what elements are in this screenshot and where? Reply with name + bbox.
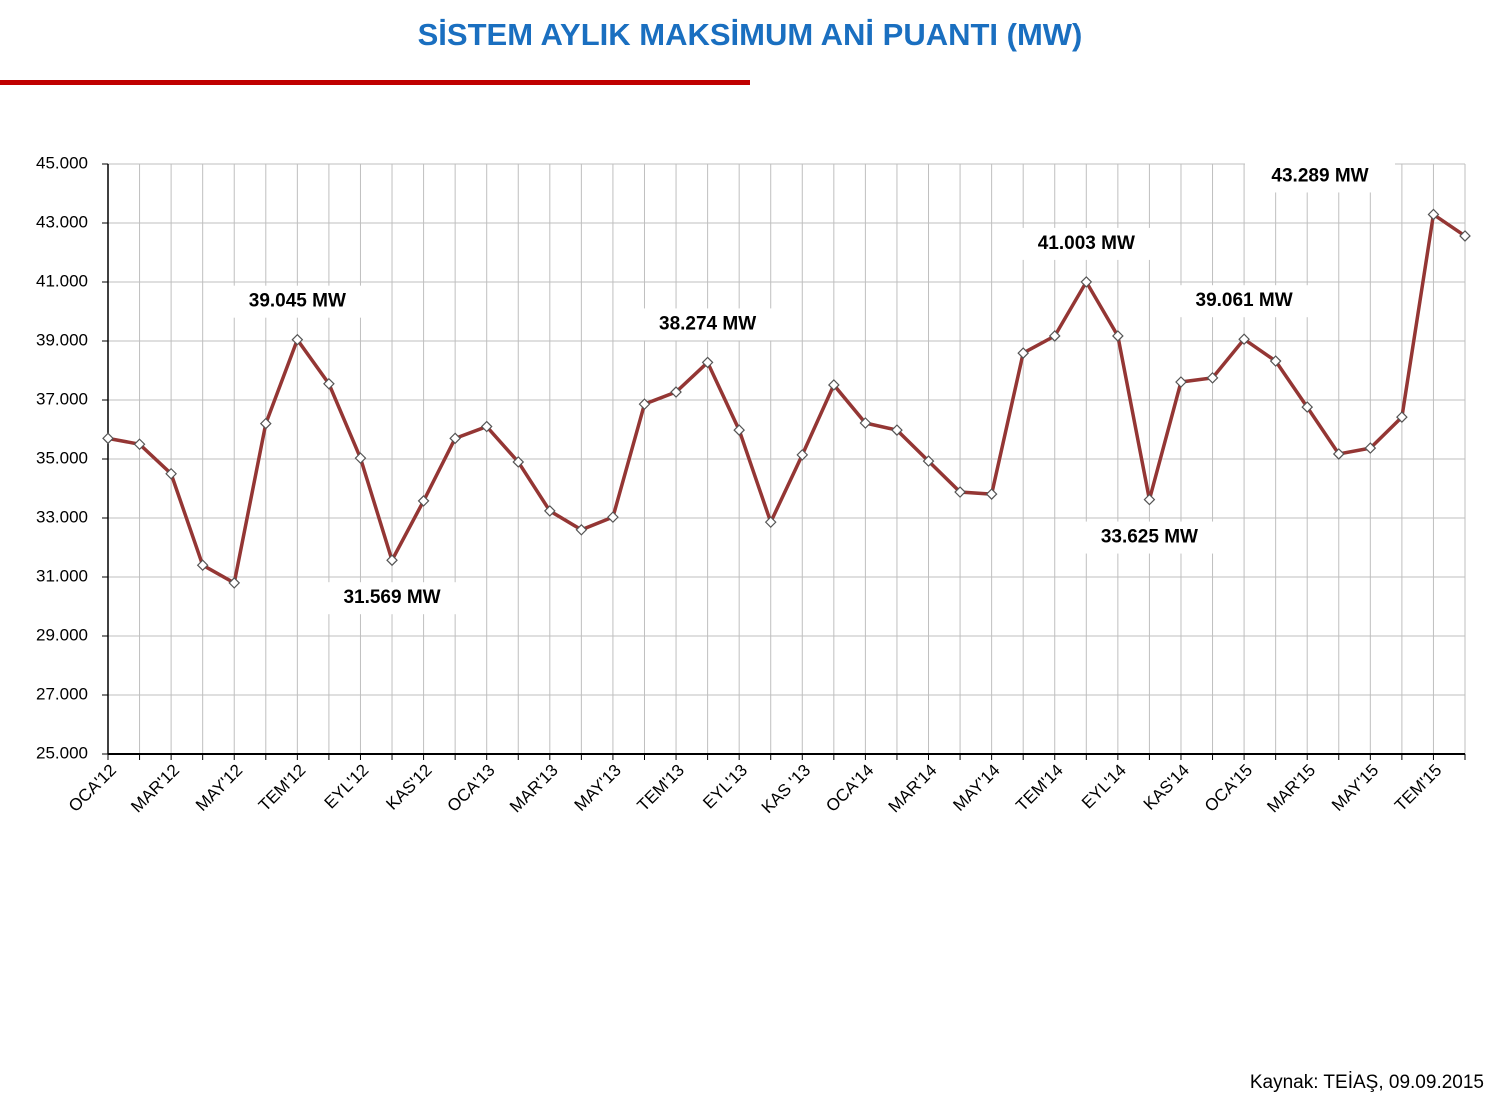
y-tick-label: 33.000 [36, 507, 88, 526]
data-point [1238, 333, 1250, 346]
x-tick-label: KAS'12 [382, 761, 435, 814]
data-point [259, 417, 272, 430]
data-point [165, 467, 177, 480]
data-point [1143, 493, 1156, 506]
data-point [1364, 442, 1377, 454]
data-point [1206, 372, 1219, 384]
chart-title: SİSTEM AYLIK MAKSİMUM ANİ PUANTI (MW) [418, 17, 1083, 52]
data-point [638, 398, 651, 410]
data-point [985, 488, 998, 500]
data-point [1269, 355, 1282, 367]
data-line [107, 211, 1466, 586]
data-point [922, 455, 935, 467]
x-tick-label: MAR'14 [885, 761, 941, 817]
y-tick-label: 45.000 [36, 153, 88, 172]
data-point [323, 377, 335, 390]
x-tick-label: EYL'14 [1078, 761, 1130, 813]
data-label: 33.625 MW [1101, 527, 1198, 548]
data-point [512, 456, 525, 468]
data-point [354, 452, 367, 464]
x-tick-label: KAS '13 [758, 761, 815, 818]
data-label: 39.045 MW [249, 291, 346, 312]
data-label-box [1074, 521, 1225, 554]
source-note: Kaynak: TEİAŞ, 09.09.2015 [1250, 1072, 1484, 1093]
x-tick-label: TEM'13 [634, 761, 688, 815]
data-point [196, 559, 209, 572]
y-tick-label: 41.000 [36, 271, 88, 290]
data-label: 43.289 MW [1271, 165, 1368, 186]
y-tick-label: 43.000 [36, 212, 88, 231]
x-tick-label: OCA'12 [65, 761, 120, 816]
data-point [1427, 208, 1440, 221]
data-label-box [1169, 285, 1320, 318]
data-label: 39.061 MW [1196, 290, 1293, 311]
data-point [1017, 347, 1030, 359]
x-tick-label: EYL'13 [699, 761, 751, 813]
x-tick-label: OCA'15 [1201, 761, 1256, 816]
y-tick-label: 35.000 [36, 448, 88, 467]
title-rule [0, 80, 750, 85]
data-point [607, 511, 619, 523]
data-point [1332, 448, 1345, 460]
data-point [859, 417, 872, 429]
x-tick-label: MAY'15 [1328, 761, 1382, 815]
data-label: 41.003 MW [1038, 233, 1135, 254]
x-tick-label: MAY'14 [949, 761, 1003, 815]
data-point [102, 432, 114, 445]
data-point [1175, 376, 1187, 388]
data-point [827, 379, 840, 391]
data-label: 31.569 MW [343, 587, 440, 608]
data-point [449, 432, 461, 445]
x-tick-label: OCA'14 [822, 761, 877, 816]
x-tick-label: TEM'15 [1391, 761, 1445, 815]
y-tick-label: 29.000 [36, 625, 88, 644]
data-label-box [222, 285, 373, 318]
y-tick-label: 27.000 [36, 684, 88, 703]
data-label-box [632, 308, 783, 341]
data-point [1112, 330, 1124, 342]
data-label: 38.274 MW [659, 313, 756, 334]
data-point [480, 420, 493, 433]
data-point [1459, 230, 1471, 242]
data-point [133, 438, 146, 451]
x-tick-label: MAR'13 [506, 761, 562, 817]
data-point [417, 495, 430, 507]
data-point [701, 356, 714, 369]
x-tick-label: TEM'12 [255, 761, 309, 815]
x-tick-label: OCA'13 [444, 761, 499, 816]
y-tick-label: 39.000 [36, 330, 88, 349]
data-point [670, 386, 682, 398]
x-tick-label: TEM'14 [1012, 761, 1066, 815]
data-label-box [1245, 160, 1395, 193]
data-point [891, 424, 903, 436]
data-point [543, 505, 556, 517]
x-tick-label: MAR'15 [1263, 761, 1319, 817]
data-label-box [317, 582, 468, 615]
data-point [1048, 330, 1061, 342]
x-tick-label: MAR'12 [127, 761, 183, 817]
data-point [764, 516, 777, 528]
y-tick-label: 37.000 [36, 389, 88, 408]
data-point [1080, 276, 1093, 288]
y-tick-label: 25.000 [36, 743, 88, 762]
y-tick-label: 31.000 [36, 566, 88, 585]
data-point [386, 554, 398, 567]
data-point [733, 424, 746, 436]
x-tick-label: EYL'12 [321, 761, 373, 813]
x-tick-label: MAY'13 [571, 761, 625, 815]
data-point [291, 333, 304, 346]
data-point [575, 523, 588, 536]
data-label-box [1011, 227, 1162, 260]
data-point [228, 577, 241, 589]
data-point [1301, 401, 1314, 413]
data-point [1396, 411, 1408, 423]
data-point [954, 486, 966, 498]
x-tick-label: MAY'12 [192, 761, 246, 815]
x-tick-label: KAS'14 [1140, 761, 1193, 814]
data-point [796, 449, 809, 461]
